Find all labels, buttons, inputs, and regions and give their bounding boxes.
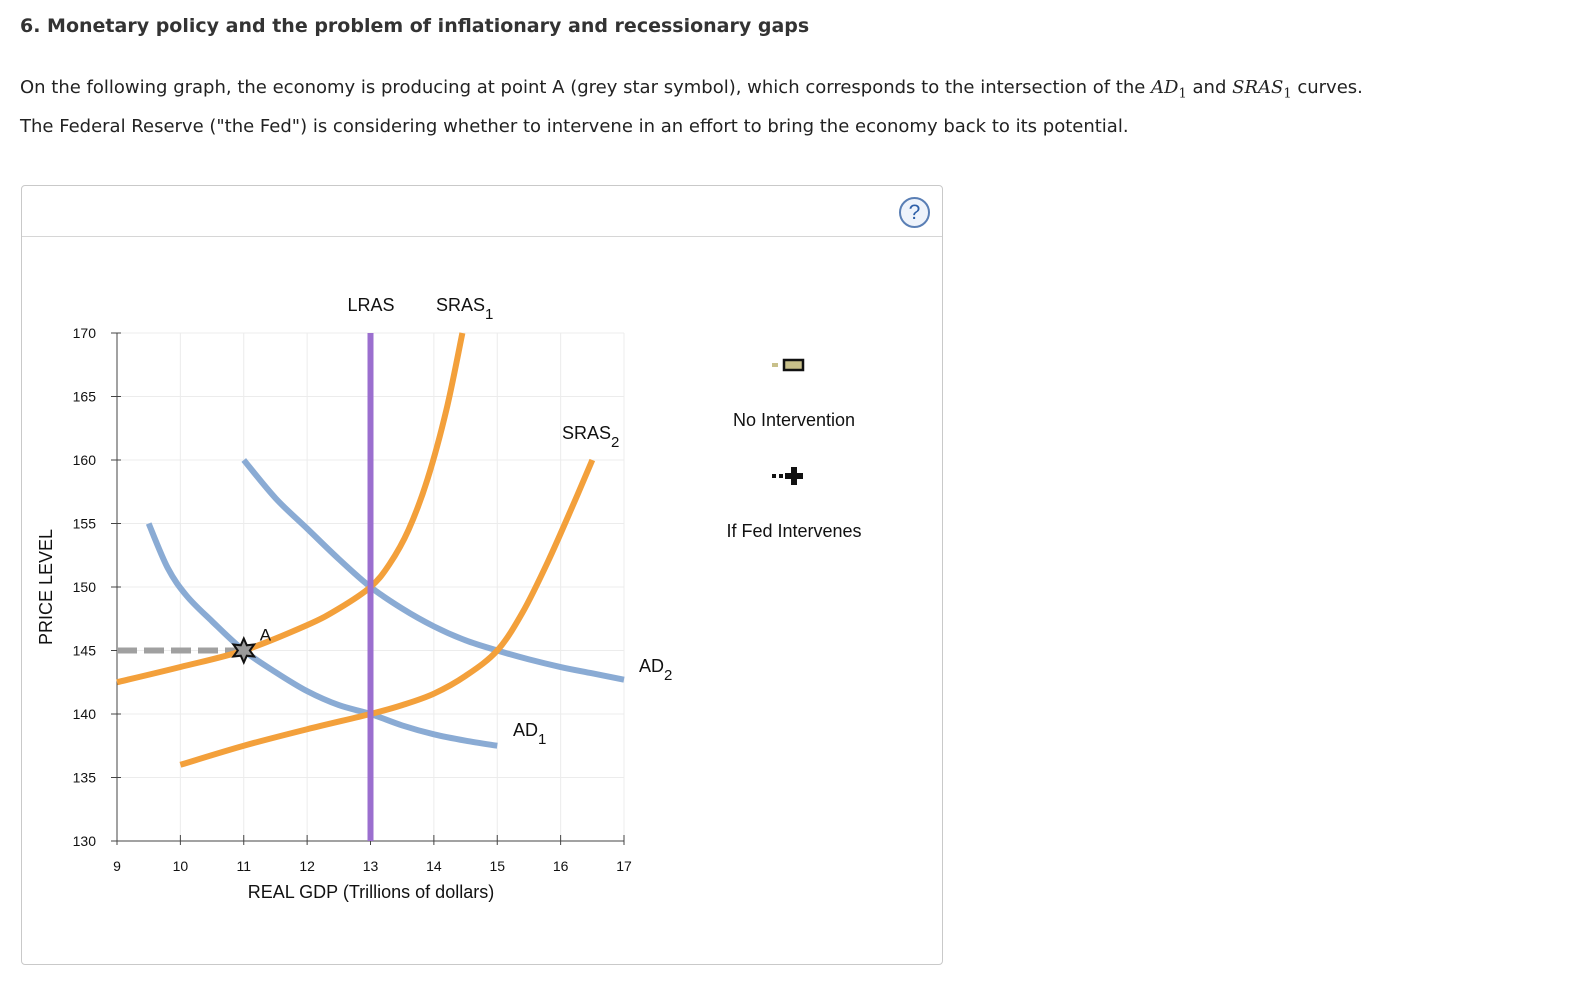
x-tick-label: 9 [113,858,121,874]
x-tick-label: 16 [553,858,569,874]
ticks: 9 10 11 12 13 14 15 16 17 130 135 140 145 150 155 160 16… [73,325,632,874]
point-a-star-icon[interactable] [231,636,257,665]
question-text-1: On the following graph, the economy is p… [20,77,1146,98]
question-text-and: and [1192,77,1227,98]
curve-sras2[interactable] [179,458,596,768]
rectangle-marker-icon [772,358,805,372]
legend-no-intervention-label: No Intervention [732,410,856,430]
y-tick-label: 150 [73,579,97,595]
x-tick-label: 12 [299,858,315,874]
sras1-math-label: SRAS1 [1232,77,1292,102]
curve-sras1[interactable] [116,332,466,686]
curve-label-ad2: AD2 [639,656,672,684]
x-axis-title: REAL GDP (Trillions of dollars) [248,882,494,902]
question-title: 6. Monetary policy and the problem of in… [20,15,810,37]
panel-header: ? [22,186,942,237]
x-tick-label: 10 [173,858,189,874]
curve-label-ad1: AD1 [513,720,546,748]
curve-label-lras: LRAS [347,295,394,315]
x-tick-label: 13 [363,858,379,874]
x-tick-label: 14 [426,858,442,874]
curves [116,332,625,841]
y-tick-label: 135 [73,770,97,786]
ad1-math-label: AD1 [1151,77,1187,102]
legend-fed-intervenes-icon[interactable] [772,465,806,487]
question-paragraph-line-1: On the following graph, the economy is p… [20,77,1363,102]
plus-marker-icon [772,467,803,485]
curve-ad2[interactable] [241,458,625,683]
y-tick-label: 170 [73,325,97,341]
x-tick-label: 17 [616,858,632,874]
y-tick-label: 155 [73,516,97,532]
y-tick-label: 145 [73,643,97,659]
question-paragraph-line-2: The Federal Reserve ("the Fed") is consi… [20,116,1129,137]
help-button[interactable]: ? [899,197,930,228]
curve-labels: AD1 AD2 SRAS1 SRAS2 LRAS A [260,295,673,748]
y-axis-title: PRICE LEVEL [36,529,56,645]
y-tick-label: 165 [73,389,97,405]
y-tick-label: 130 [73,833,97,849]
question-text-end: curves. [1297,77,1363,98]
curve-ad1[interactable] [145,522,498,749]
markers [231,636,257,665]
y-tick-label: 140 [73,706,97,722]
legend-fed-intervenes-label: If Fed Intervenes [726,521,862,541]
legend-no-intervention-icon[interactable] [772,357,806,372]
y-tick-label: 160 [73,452,97,468]
x-tick-label: 15 [489,858,505,874]
curve-label-sras2: SRAS2 [562,423,619,451]
x-tick-label: 11 [236,858,251,874]
curve-label-sras1: SRAS1 [436,295,493,323]
point-a-label: A [260,626,272,645]
